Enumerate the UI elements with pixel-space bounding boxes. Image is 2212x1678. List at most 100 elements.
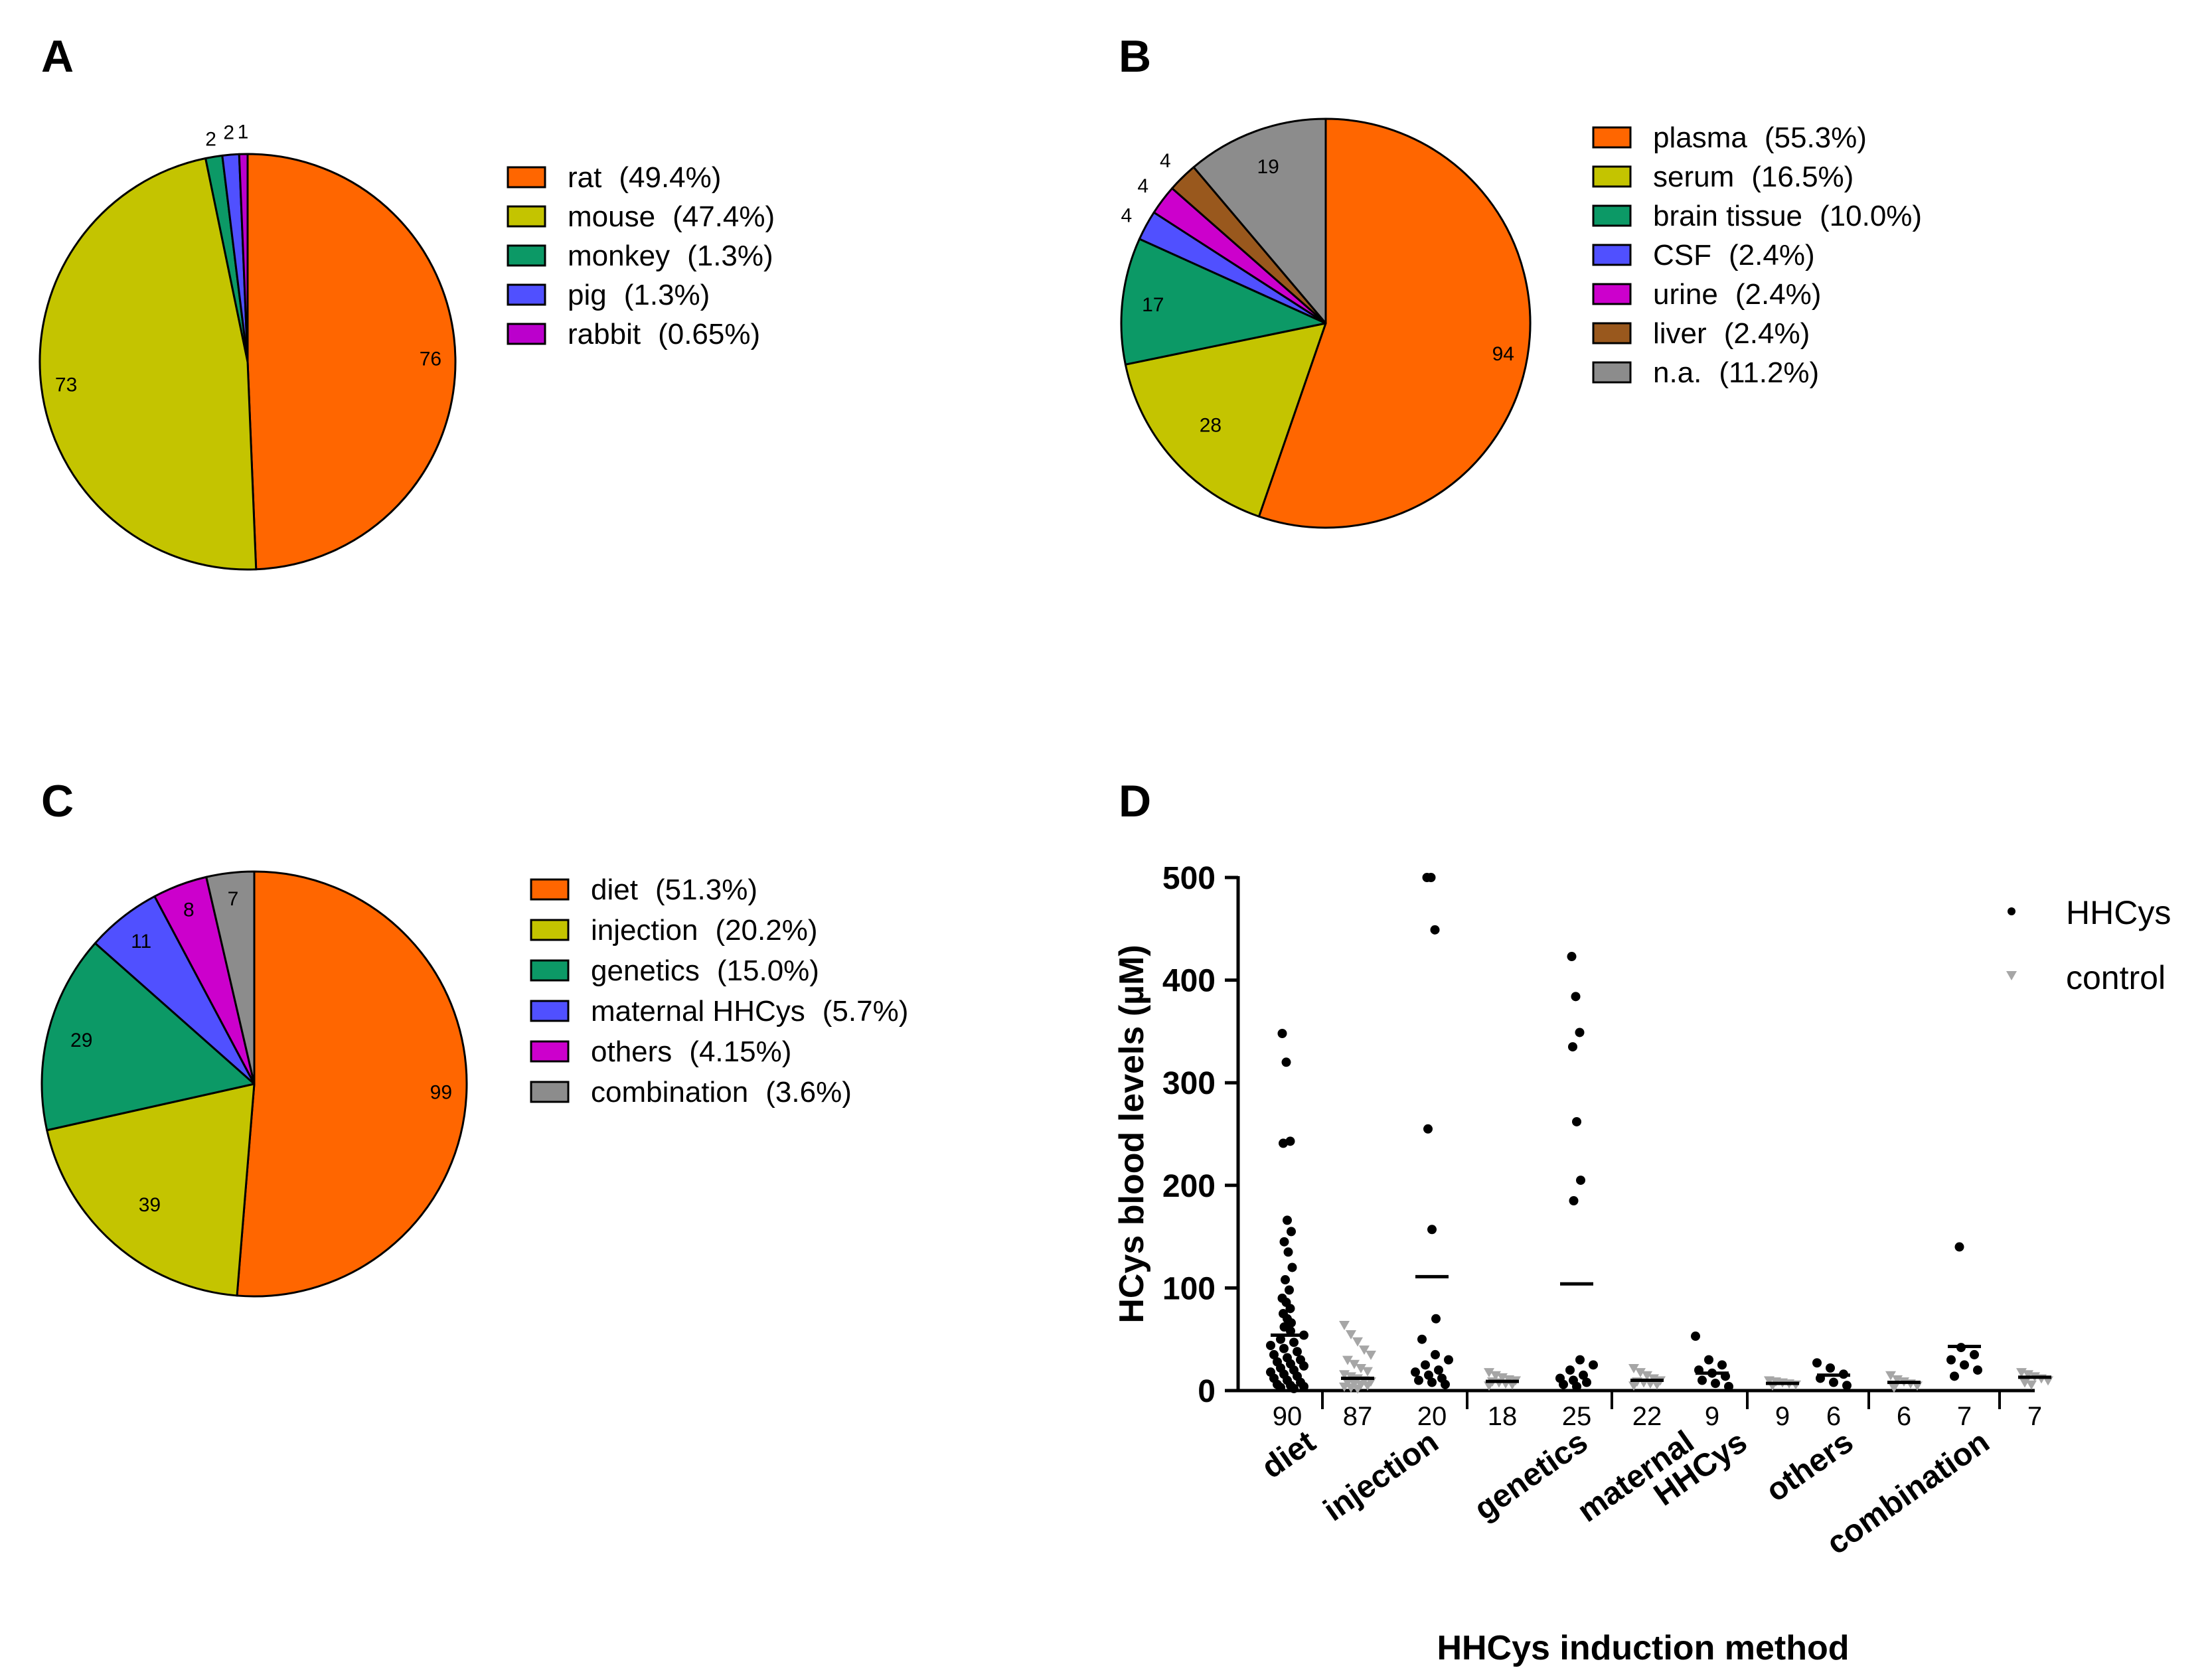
hhcys-point <box>1826 1363 1835 1373</box>
hhcys-point <box>1289 1337 1299 1347</box>
control-n-label: 7 <box>2027 1402 2042 1431</box>
panel-label-b: B <box>1119 31 1151 82</box>
legend-name: genetics <box>591 954 700 987</box>
hhcys-point <box>1572 1381 1581 1391</box>
legend-percent: (16.5%) <box>1751 161 1854 193</box>
legend-name: pig <box>568 279 607 311</box>
hhcys-point <box>1423 1124 1433 1134</box>
hhcys-point <box>1954 1242 1964 1252</box>
legend-label-urine: urine (2.4%) <box>1653 278 1821 311</box>
y-tick-label: 0 <box>1198 1374 1216 1409</box>
legend-name: plasma <box>1653 121 1747 154</box>
legend-percent: (47.4%) <box>672 200 775 233</box>
legend-name: rabbit <box>568 318 641 350</box>
hhcys-point <box>1417 1334 1427 1344</box>
hhcys-point <box>1582 1377 1591 1387</box>
hhcys-point <box>1287 1262 1297 1272</box>
pie-chart-induction: 99 39 29 11 8 7 <box>40 870 468 1298</box>
legend-swatch-pig <box>507 283 546 306</box>
hhcys-point <box>1559 1379 1568 1389</box>
y-tick-label: 500 <box>1162 861 1216 896</box>
legend-swatch-serum <box>1592 165 1632 188</box>
legend-label-liver: liver (2.4%) <box>1653 317 1810 350</box>
control-point <box>1346 1330 1356 1339</box>
hhcys-point <box>1691 1332 1700 1341</box>
legend-swatch-genetics <box>530 959 570 982</box>
legend-name: brain tissue <box>1653 200 1802 232</box>
y-tick-label: 400 <box>1162 964 1216 999</box>
legend-label-pig: pig (1.3%) <box>568 279 710 311</box>
hhcys-point <box>1717 1360 1727 1370</box>
legend-name: monkey <box>568 240 670 272</box>
hhcys-point <box>1575 1355 1585 1365</box>
legend-marker-hhcys <box>2008 907 2015 915</box>
legend-swatch-rat <box>507 166 546 189</box>
legend-label-diet: diet (51.3%) <box>591 874 757 906</box>
hhcys-point <box>1285 1304 1295 1314</box>
slice-count-label: 2 <box>205 128 216 150</box>
hhcys-point <box>1299 1381 1308 1391</box>
legend-swatch-injection <box>530 919 570 941</box>
y-axis-title: HCys blood levels (µM) <box>1113 945 1151 1323</box>
hhcys-point <box>1279 1138 1288 1148</box>
category-label-genetics: genetics <box>1468 1424 1594 1527</box>
slice-count-label: 2 <box>223 122 234 144</box>
legend-swatch-others <box>530 1040 570 1063</box>
hhcys-point <box>1829 1377 1838 1387</box>
hhcys-point <box>1571 992 1581 1002</box>
control-point <box>1366 1350 1376 1360</box>
legend-label-injection: injection (20.2%) <box>591 914 818 947</box>
hhcys-point <box>1444 1355 1453 1365</box>
control-point <box>1484 1368 1494 1378</box>
legend-label-brain-tissue: brain tissue (10.0%) <box>1653 200 1922 232</box>
hhcys-point <box>1289 1383 1299 1393</box>
hhcys-point <box>1441 1379 1450 1389</box>
legend-name: others <box>591 1035 672 1068</box>
pie-slice-serum <box>1124 322 1327 518</box>
legend-percent: (51.3%) <box>655 874 757 906</box>
hhcys-point <box>1283 1247 1293 1257</box>
hhcys-point <box>1287 1227 1296 1237</box>
hhcys-point <box>1266 1340 1275 1350</box>
legend-name: liver <box>1653 317 1707 350</box>
category-label-injection: injection <box>1317 1424 1445 1529</box>
hhcys-point <box>1973 1365 1982 1375</box>
hhcys-point <box>1286 1326 1295 1336</box>
legend-label-csf: CSF (2.4%) <box>1653 239 1815 271</box>
slice-count-label: 28 <box>1200 414 1222 436</box>
hhcys-point <box>1293 1347 1302 1357</box>
slice-count-label: 17 <box>1142 294 1164 316</box>
legend-label-serum: serum (16.5%) <box>1653 161 1854 193</box>
slice-count-label: 94 <box>1492 343 1514 365</box>
control-point <box>1628 1381 1639 1391</box>
legend-swatch-diet <box>530 878 570 901</box>
hhcys-point <box>1575 1028 1585 1037</box>
slice-count-label: 7 <box>228 888 239 910</box>
hhcys-point <box>1434 1365 1443 1375</box>
legend-species: rat (49.4%) mouse (47.4%)monkey (1.3%) pig (1.… <box>507 161 775 350</box>
legend-swatch-combination <box>530 1081 570 1103</box>
hhcys-n-label: 9 <box>1705 1402 1719 1431</box>
legend-swatch-n-a <box>1592 361 1632 384</box>
hhcys-point <box>1277 1028 1287 1038</box>
hhcys-point <box>1812 1358 1822 1368</box>
hhcys-point <box>1565 1365 1575 1375</box>
control-n-label: 9 <box>1775 1402 1790 1431</box>
hhcys-point <box>1711 1379 1720 1389</box>
legend-label-plasma: plasma (55.3%) <box>1653 121 1867 154</box>
pie-slice-genetics <box>40 942 256 1132</box>
legend-sample-type: plasma (55.3%) serum (16.5%) brain tissue (10… <box>1592 121 1922 389</box>
slice-count-label: 99 <box>430 1081 452 1103</box>
legend-label-others: others (4.15%) <box>591 1035 791 1068</box>
hhcys-point <box>1421 1360 1430 1370</box>
legend-percent: (20.2%) <box>715 914 817 947</box>
control-point <box>1652 1380 1662 1390</box>
legend-percent: (2.4%) <box>1724 317 1810 350</box>
legend-label-monkey: monkey (1.3%) <box>568 240 773 272</box>
control-point <box>1349 1359 1360 1369</box>
slice-count-label: 19 <box>1257 156 1279 178</box>
legend-marker-control <box>2006 971 2017 980</box>
control-point <box>1628 1363 1639 1373</box>
hhcys-point <box>1589 1360 1598 1370</box>
